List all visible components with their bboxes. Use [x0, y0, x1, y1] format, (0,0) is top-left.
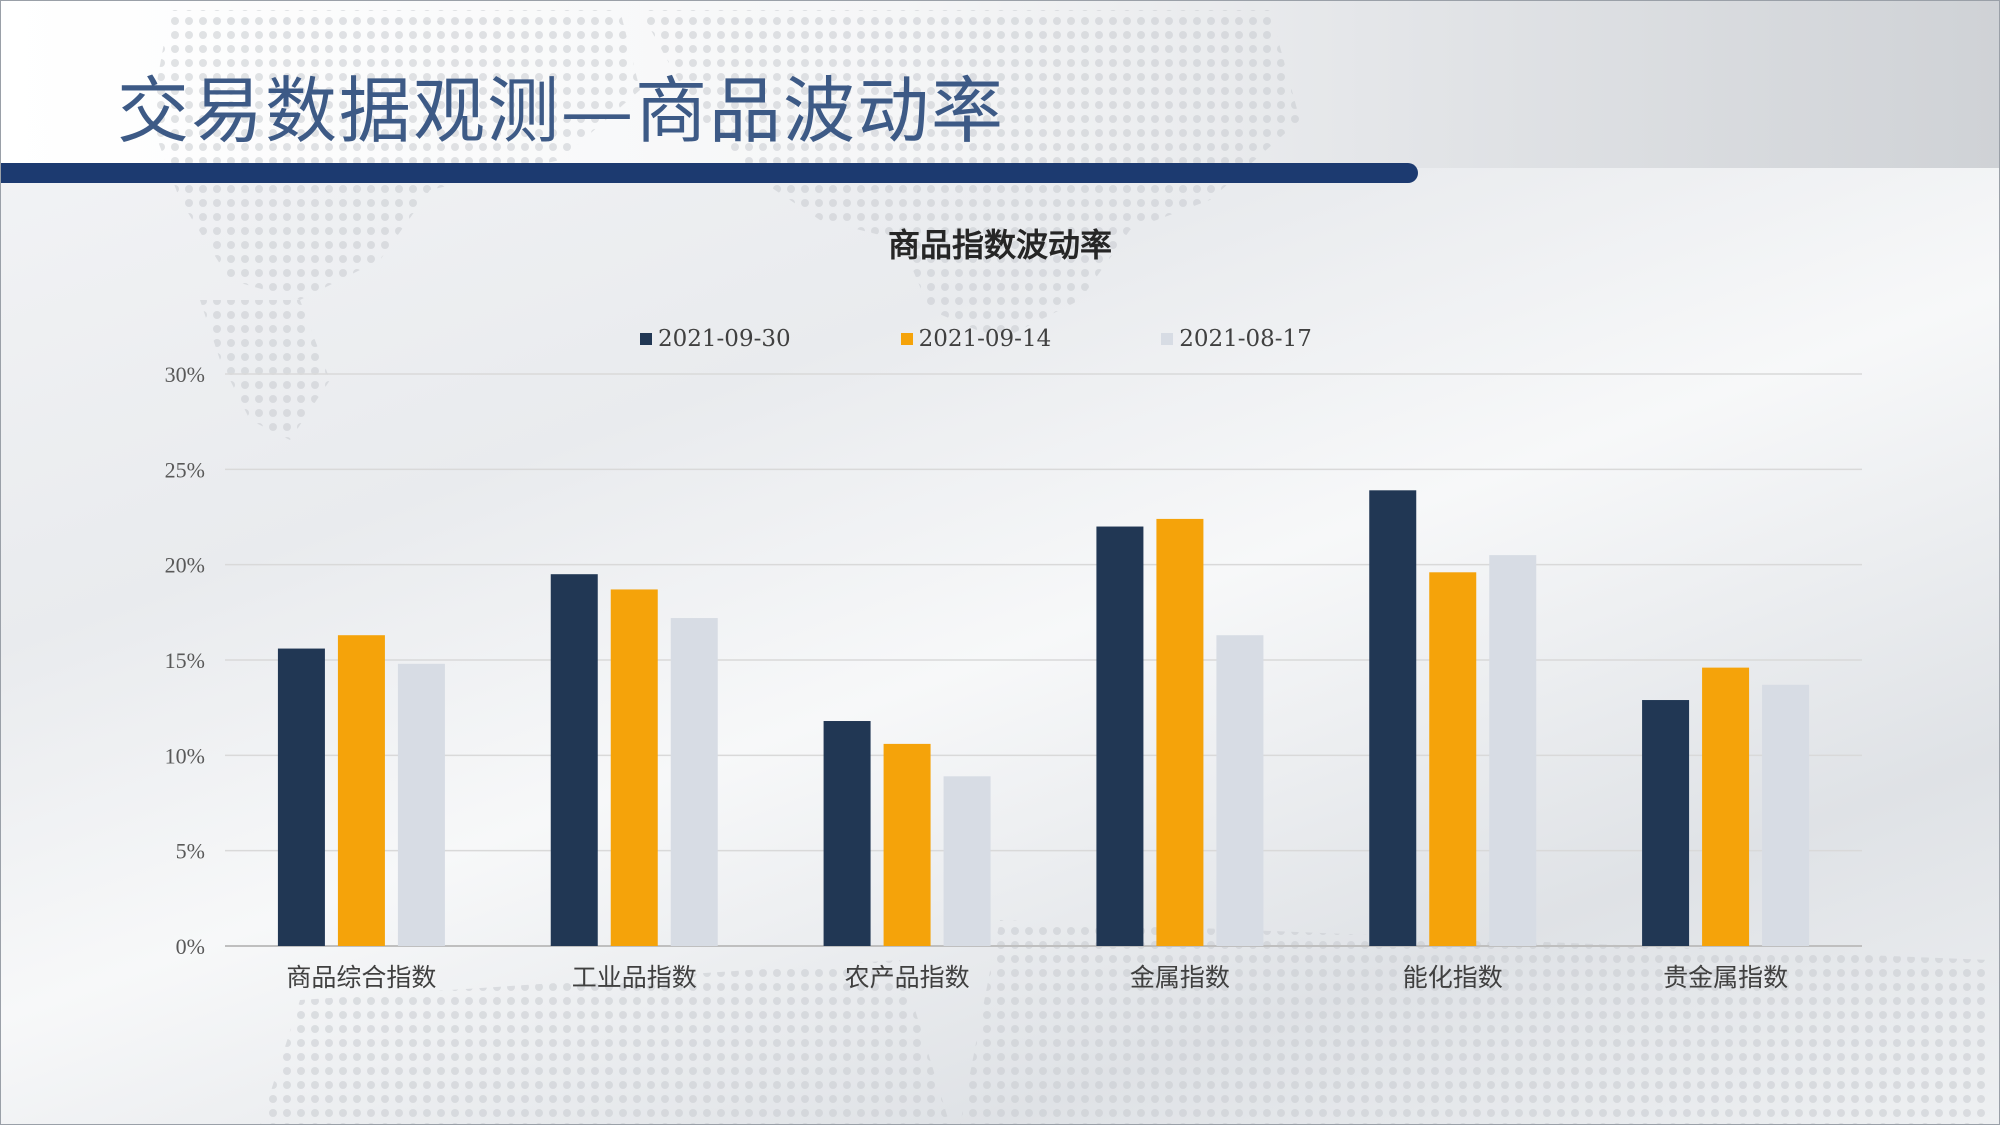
- title-underline-bar: [0, 163, 1418, 183]
- legend-swatch: [900, 333, 913, 345]
- y-tick-label: 15%: [165, 648, 205, 673]
- bar-1: [277, 648, 325, 946]
- legend-item-series-1: 2021-09-30: [640, 326, 791, 352]
- x-tick-label: 贵金属指数: [1663, 963, 1788, 992]
- legend-item-series-3: 2021-08-17: [1161, 326, 1312, 352]
- bar-3: [943, 776, 991, 946]
- bar-2: [883, 743, 931, 946]
- x-tick-label: 能化指数: [1403, 963, 1503, 992]
- y-tick-label: 25%: [165, 457, 205, 482]
- legend-swatch: [640, 333, 652, 345]
- page-title: 交易数据观测—商品波动率: [117, 69, 1006, 153]
- bar-1: [1369, 490, 1417, 946]
- bar-2: [337, 635, 385, 946]
- bar-3: [1216, 635, 1264, 946]
- chart-y-axis: 0% 5% 10% 15% 20% 25% 30%: [165, 362, 205, 959]
- legend-swatch: [1161, 333, 1174, 345]
- legend-label: 2021-09-14: [918, 326, 1052, 352]
- legend-label: 2021-09-30: [658, 326, 791, 352]
- x-tick-label: 金属指数: [1130, 963, 1230, 992]
- chart-x-axis: 商品综合指数 工业品指数 农产品指数 金属指数 能化指数 贵金属指数: [286, 963, 1788, 992]
- bar-3: [670, 618, 718, 946]
- x-tick-label: 农产品指数: [845, 963, 970, 992]
- legend-item-series-2: 2021-09-14: [900, 326, 1052, 352]
- chart-gridlines: [225, 373, 1862, 947]
- x-tick-label: 商品综合指数: [286, 963, 436, 992]
- bar-3: [397, 663, 445, 946]
- bar-1: [823, 721, 871, 946]
- y-tick-label: 5%: [176, 839, 205, 864]
- y-tick-label: 30%: [165, 362, 205, 387]
- bar-1: [1642, 700, 1690, 946]
- y-tick-label: 20%: [165, 553, 205, 578]
- bar-2: [1702, 667, 1750, 946]
- y-tick-label: 10%: [165, 743, 205, 768]
- bar-2: [1156, 518, 1204, 946]
- bar-2: [1429, 572, 1477, 946]
- bar-1: [550, 574, 598, 946]
- y-tick-label: 0%: [176, 934, 205, 959]
- bar-2: [610, 589, 658, 946]
- chart-title: 商品指数波动率: [887, 226, 1112, 264]
- chart-bars: [277, 490, 1810, 946]
- bar-1: [1096, 526, 1144, 946]
- chart-legend: 2021-09-30 2021-09-14 2021-08-17: [640, 324, 1312, 354]
- x-tick-label: 工业品指数: [572, 963, 697, 992]
- legend-label: 2021-08-17: [1179, 326, 1312, 352]
- bar-3: [1489, 555, 1537, 946]
- bar-3: [1762, 684, 1810, 946]
